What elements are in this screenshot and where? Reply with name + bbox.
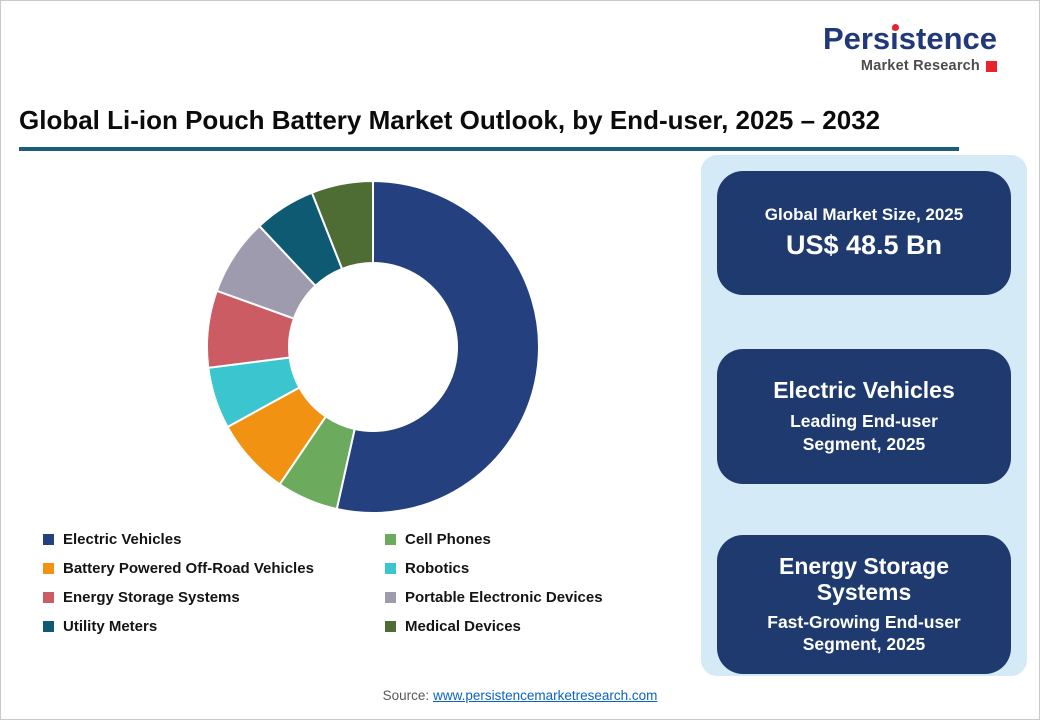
page-title: Global Li-ion Pouch Battery Market Outlo…	[19, 105, 881, 135]
legend-item: Utility Meters	[43, 618, 385, 635]
source-line: Source: www.persistencemarketresearch.com	[1, 688, 1039, 703]
legend-swatch-icon	[43, 621, 54, 632]
legend-item: Medical Devices	[385, 618, 685, 635]
legend-label: Electric Vehicles	[63, 531, 182, 548]
legend-item: Portable Electronic Devices	[385, 589, 685, 606]
legend-item: Cell Phones	[385, 531, 685, 548]
legend-label: Battery Powered Off-Road Vehicles	[63, 560, 314, 577]
logo-subtitle-text: Market Research	[860, 58, 980, 74]
fast-growing-segment-caption: Fast-Growing End-user Segment, 2025	[767, 611, 961, 655]
legend-item: Robotics	[385, 560, 685, 577]
legend-swatch-icon	[43, 592, 54, 603]
legend-swatch-icon	[385, 592, 396, 603]
legend-label: Medical Devices	[405, 618, 521, 635]
legend-swatch-icon	[385, 534, 396, 545]
leading-segment-caption: Leading End-user Segment, 2025	[790, 411, 938, 455]
highlight-panel: Global Market Size, 2025 US$ 48.5 Bn Ele…	[701, 155, 1027, 676]
legend-item: Electric Vehicles	[43, 531, 385, 548]
chart-legend: Electric Vehicles Cell Phones Battery Powe…	[43, 531, 685, 635]
legend-label: Cell Phones	[405, 531, 491, 548]
leading-segment-card: Electric Vehicles Leading End-user Segme…	[717, 349, 1011, 484]
logo-red-square-icon	[986, 60, 997, 72]
legend-item: Battery Powered Off-Road Vehicles	[43, 560, 385, 577]
donut-chart	[206, 179, 540, 514]
market-size-card: Global Market Size, 2025 US$ 48.5 Bn	[717, 171, 1011, 295]
donut-segment	[335, 179, 540, 514]
legend-swatch-icon	[43, 563, 54, 574]
logo-brand-text: Persistence	[822, 21, 997, 56]
legend-swatch-icon	[43, 534, 54, 545]
market-size-value: US$ 48.5 Bn	[785, 229, 943, 260]
fast-growing-segment-name: Energy Storage Systems	[779, 552, 949, 606]
market-size-label: Global Market Size, 2025	[764, 204, 964, 224]
source-label: Source:	[382, 688, 430, 703]
legend-label: Robotics	[405, 560, 470, 577]
pmr-logo: Persistence Market Research	[823, 23, 997, 74]
legend-item: Energy Storage Systems	[43, 589, 385, 606]
legend-swatch-icon	[385, 621, 396, 632]
legend-label: Utility Meters	[63, 618, 158, 635]
source-link[interactable]: www.persistencemarketresearch.com	[433, 688, 658, 703]
legend-label: Portable Electronic Devices	[405, 589, 603, 606]
legend-label: Energy Storage Systems	[63, 589, 240, 606]
legend-swatch-icon	[385, 563, 396, 574]
fast-growing-segment-card: Energy Storage Systems Fast-Growing End-…	[717, 535, 1011, 674]
leading-segment-name: Electric Vehicles	[773, 377, 955, 404]
logo-subtitle-row: Market Research	[823, 58, 997, 74]
title-underline	[19, 147, 959, 151]
donut-segment	[310, 179, 374, 271]
